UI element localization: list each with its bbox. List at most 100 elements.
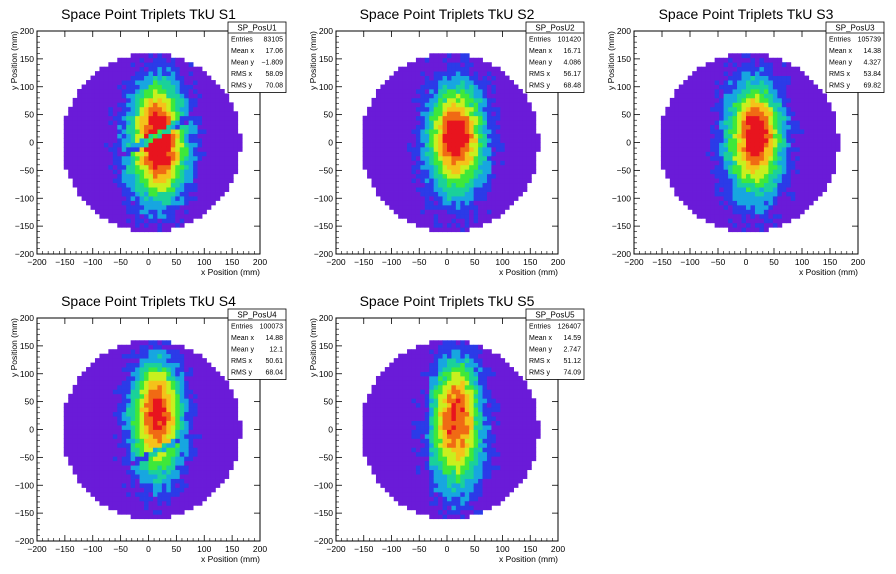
heatmap-cell [486, 187, 492, 192]
heatmap-cell [750, 97, 756, 103]
heatmap-cell [117, 353, 123, 359]
heatmap-cell [763, 66, 769, 72]
heatmap-cell [513, 133, 519, 139]
heatmap-cell [94, 151, 100, 157]
heatmap-cell [513, 196, 519, 201]
heatmap-cell [179, 66, 185, 72]
heatmap-cell [161, 178, 167, 184]
x-axis-label: x Position (mm) [499, 267, 558, 277]
heatmap-cell [759, 71, 765, 76]
heatmap-cell [464, 62, 470, 68]
heatmap-cell [68, 411, 74, 417]
heatmap-cell [170, 97, 176, 103]
heatmap-cell [772, 138, 778, 143]
heatmap-cell [701, 129, 707, 134]
heatmap-cell [772, 62, 778, 68]
heatmap-cell [197, 138, 203, 143]
heatmap-cell [469, 88, 475, 94]
y-axis-label: y Position (mm) [308, 31, 318, 90]
heatmap-cell [433, 160, 439, 166]
heatmap-cell [126, 209, 132, 215]
heatmap-cell [464, 169, 470, 175]
heatmap-cell [804, 187, 810, 192]
heatmap-cell [491, 80, 497, 85]
heatmap-cell [228, 124, 234, 130]
heatmap-cell [161, 340, 167, 346]
heatmap-cell [826, 115, 832, 121]
heatmap-cell [741, 53, 747, 59]
heatmap-cell [157, 133, 163, 139]
heatmap-cell [157, 111, 163, 117]
heatmap-cell [126, 71, 132, 76]
heatmap-cell [754, 164, 760, 170]
heatmap-cell [737, 57, 742, 63]
heatmap-cell [117, 106, 123, 112]
heatmap-cell [455, 120, 461, 126]
x-tick-label: −100 [382, 257, 401, 267]
heatmap-cell [741, 66, 747, 72]
heatmap-cell [166, 344, 172, 350]
heatmap-cell [469, 71, 475, 76]
heatmap-cell [112, 456, 118, 462]
heatmap-cell [99, 213, 105, 219]
heatmap-cell [420, 160, 426, 166]
heatmap-cell [121, 191, 127, 197]
heatmap-cell [495, 106, 501, 112]
heatmap-cell [228, 111, 234, 117]
heatmap-cell [170, 438, 176, 444]
heatmap-cell [799, 196, 805, 201]
heatmap-cell [817, 111, 823, 117]
heatmap-cell [696, 75, 702, 81]
heatmap-cell [822, 97, 828, 103]
heatmap-cell [152, 425, 158, 430]
heatmap-cell [772, 115, 778, 121]
heatmap-cell [135, 384, 140, 390]
heatmap-cell [804, 151, 810, 157]
heatmap-cell [130, 182, 136, 188]
heatmap-cell [478, 169, 483, 175]
heatmap-cell [411, 84, 417, 90]
heatmap-cell [108, 371, 114, 377]
heatmap-cell [144, 411, 149, 417]
heatmap-cell [781, 151, 787, 157]
heatmap-cell [451, 93, 457, 99]
heatmap-cell [188, 133, 194, 139]
heatmap-cell [447, 173, 452, 179]
heatmap-cell [188, 142, 194, 148]
heatmap-cell [781, 71, 787, 76]
heatmap-cell [790, 160, 796, 166]
heatmap-cell [148, 505, 154, 511]
heatmap-cell [763, 209, 769, 215]
heatmap-cell [90, 438, 96, 444]
heatmap-cell [732, 155, 738, 161]
heatmap-cell [121, 173, 127, 179]
heatmap-cell [455, 196, 461, 201]
heatmap-cell [795, 155, 801, 161]
heatmap-cell [94, 487, 100, 493]
heatmap-cell [175, 142, 181, 148]
heatmap-cell [90, 362, 96, 368]
heatmap-cell [513, 129, 519, 134]
heatmap-cell [741, 155, 747, 161]
heatmap-cell [692, 160, 698, 166]
heatmap-cell [420, 88, 426, 94]
heatmap-cell [94, 411, 100, 417]
heatmap-cell [795, 84, 801, 90]
heatmap-cell [121, 182, 127, 188]
heatmap-cell [451, 191, 457, 197]
heatmap-cell [166, 416, 172, 421]
heatmap-cell [215, 182, 221, 188]
heatmap-cell [737, 187, 742, 192]
heatmap-cell [148, 509, 154, 515]
heatmap-cell [135, 191, 140, 197]
heatmap-cell [121, 496, 127, 502]
heatmap-cell [117, 222, 123, 228]
heatmap-cell [415, 218, 421, 224]
heatmap-cell [166, 115, 172, 121]
heatmap-cell [135, 155, 140, 161]
heatmap-cell [692, 97, 698, 103]
heatmap-cell [777, 213, 783, 219]
heatmap-cell [728, 138, 733, 143]
heatmap-cell [380, 129, 386, 134]
heatmap-cell [170, 182, 176, 188]
